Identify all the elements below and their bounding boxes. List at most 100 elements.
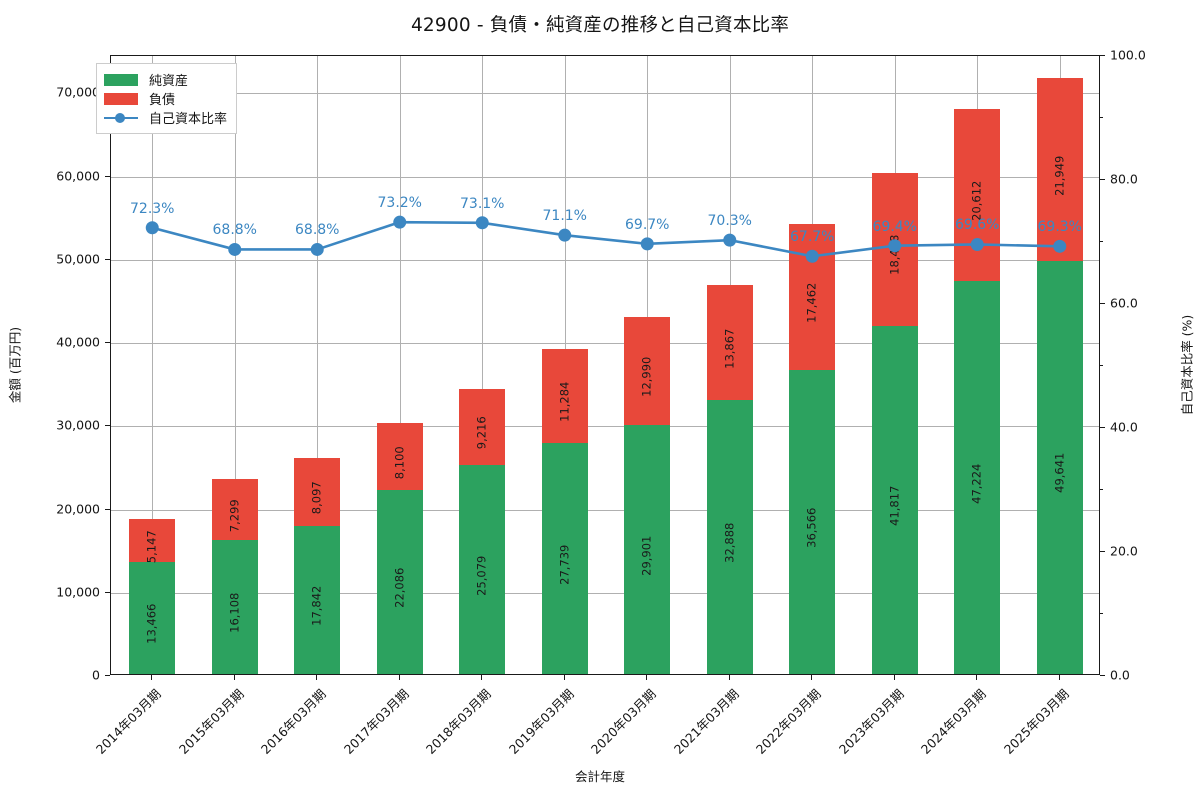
ratio-line-marker[interactable] xyxy=(393,215,407,229)
gridline-horizontal xyxy=(111,592,1099,594)
gridline-vertical xyxy=(317,56,319,674)
x-axis-tickmark xyxy=(481,675,483,680)
bar-group[interactable]: 13,466 5,147 xyxy=(129,519,176,674)
y-axis-right-tickmark xyxy=(1100,179,1105,180)
bar-segment-debt[interactable]: 11,284 xyxy=(541,349,588,444)
gridline-horizontal xyxy=(111,343,1099,345)
bar-segment-equity[interactable]: 49,641 xyxy=(1036,260,1083,674)
ratio-line-marker[interactable] xyxy=(145,221,159,235)
y-axis-left-tickmark xyxy=(105,425,110,427)
legend-item-ratio: 自己資本比率 xyxy=(104,108,227,127)
ratio-value-label: 73.1% xyxy=(460,195,505,212)
legend-item-debt: 負債 xyxy=(104,89,227,108)
x-axis-tickmark xyxy=(646,675,648,680)
x-axis-tickmark xyxy=(811,675,813,680)
bar-segment-debt[interactable]: 5,147 xyxy=(129,519,176,563)
bar-segment-equity[interactable]: 36,566 xyxy=(789,369,836,674)
ratio-line-marker[interactable] xyxy=(640,237,654,251)
ratio-line-path xyxy=(150,220,1062,258)
bar-segment-debt[interactable]: 7,299 xyxy=(211,479,258,540)
bar-group[interactable]: 27,739 11,284 xyxy=(541,349,588,674)
x-axis-tickmark xyxy=(398,675,400,680)
bar-segment-equity[interactable]: 22,086 xyxy=(376,490,423,674)
ratio-value-label: 68.8% xyxy=(212,222,257,239)
y-axis-right-tickmark xyxy=(1100,427,1105,428)
bar-segment-equity[interactable]: 16,108 xyxy=(211,539,258,674)
y-axis-left-tickmark xyxy=(105,591,110,593)
bar-segment-equity[interactable]: 25,079 xyxy=(459,465,506,674)
bar-group[interactable]: 41,817 18,418 xyxy=(871,172,918,674)
ratio-line-marker[interactable] xyxy=(888,239,902,253)
legend-swatch-debt-icon xyxy=(104,92,138,105)
y-axis-right-tick-label: 0.0 xyxy=(1110,667,1130,683)
y-axis-left-tick-label: 30,000 xyxy=(56,417,100,433)
legend-label-debt: 負債 xyxy=(149,93,176,108)
y-axis-right-tickmark xyxy=(1100,55,1105,56)
bar-group[interactable]: 22,086 8,100 xyxy=(376,422,423,674)
gridline-horizontal xyxy=(111,93,1099,95)
bar-segment-debt[interactable]: 17,462 xyxy=(789,224,836,370)
y-axis-right-tickmark xyxy=(1100,551,1105,552)
x-axis-tickmark xyxy=(728,675,730,680)
bar-series-layer: 13,466 5,147 16,108 7,299 17,842 8,097 22,086 8… xyxy=(111,56,1099,674)
y-axis-right-tick-label: 80.0 xyxy=(1110,171,1138,187)
ratio-line-marker[interactable] xyxy=(1053,239,1067,253)
y-axis-left-tickmark xyxy=(105,175,110,177)
y-axis-right-minor-tickmark xyxy=(1100,365,1103,366)
ratio-value-label: 71.1% xyxy=(542,208,587,225)
bar-group[interactable]: 29,901 12,990 xyxy=(624,317,671,674)
page-title: 42900 - 負債・純資産の推移と自己資本比率 xyxy=(410,15,790,36)
bar-segment-equity[interactable]: 41,817 xyxy=(871,326,918,674)
bar-segment-debt[interactable]: 21,949 xyxy=(1036,78,1083,261)
bar-segment-equity[interactable]: 32,888 xyxy=(706,400,753,674)
bar-group[interactable]: 36,566 17,462 xyxy=(789,224,836,674)
ratio-line-marker[interactable] xyxy=(475,216,489,230)
bar-segment-debt[interactable]: 8,097 xyxy=(294,458,341,526)
bar-group[interactable]: 49,641 21,949 xyxy=(1036,78,1083,674)
ratio-line-marker[interactable] xyxy=(558,228,572,242)
x-axis-tickmark xyxy=(233,675,235,680)
y-axis-right-minor-tickmark xyxy=(1100,241,1103,242)
y-axis-left-tickmark xyxy=(105,675,110,676)
ratio-line-marker[interactable] xyxy=(310,242,324,256)
bar-segment-debt[interactable]: 20,612 xyxy=(954,109,1001,281)
ratio-line-marker[interactable] xyxy=(723,233,737,247)
bar-segment-debt[interactable]: 9,216 xyxy=(459,388,506,466)
x-axis-tickmark xyxy=(976,675,978,680)
ratio-line-marker[interactable] xyxy=(228,242,242,256)
bar-segment-debt[interactable]: 8,100 xyxy=(376,422,423,491)
plot-area: 13,466 5,147 16,108 7,299 17,842 8,097 22,086 8… xyxy=(110,55,1100,675)
y-axis-right-tick-label: 40.0 xyxy=(1110,419,1138,435)
legend-label-equity: 純資産 xyxy=(149,74,189,89)
bar-group[interactable]: 16,108 7,299 xyxy=(211,479,258,674)
bar-segment-equity[interactable]: 29,901 xyxy=(624,425,671,674)
y-axis-right-minor-tickmark xyxy=(1100,117,1103,118)
gridline-vertical xyxy=(152,56,154,674)
bar-segment-debt[interactable]: 12,990 xyxy=(624,317,671,426)
ratio-line-svg xyxy=(145,215,1067,263)
y-axis-left-tickmark xyxy=(105,342,110,344)
y-axis-right-minor-tickmark xyxy=(1100,613,1103,614)
bar-group[interactable]: 47,224 20,612 xyxy=(954,109,1001,674)
legend-swatch-equity-icon xyxy=(104,73,138,86)
y-axis-left-tick-label: 50,000 xyxy=(56,251,100,267)
bar-segment-debt[interactable]: 13,867 xyxy=(706,284,753,401)
ratio-line-marker[interactable] xyxy=(970,237,984,251)
bar-group[interactable]: 17,842 8,097 xyxy=(294,458,341,674)
x-axis-tickmark xyxy=(563,675,565,680)
bar-segment-equity[interactable]: 17,842 xyxy=(294,525,341,674)
x-axis-tickmark xyxy=(1058,675,1060,680)
gridline-vertical xyxy=(234,56,236,674)
gridline-horizontal xyxy=(111,509,1099,511)
bar-group[interactable]: 32,888 13,867 xyxy=(706,284,753,674)
bar-group[interactable]: 25,079 9,216 xyxy=(459,388,506,674)
bar-segment-equity[interactable]: 27,739 xyxy=(541,443,588,674)
y-axis-right-tick-label: 20.0 xyxy=(1110,543,1138,559)
y-axis-left-tick-label: 60,000 xyxy=(56,168,100,184)
y-axis-left-tick-label: 10,000 xyxy=(56,584,100,600)
y-axis-left-tickmark xyxy=(105,258,110,260)
bar-segment-equity[interactable]: 47,224 xyxy=(954,281,1001,674)
ratio-line-marker[interactable] xyxy=(805,249,819,263)
bar-segment-equity[interactable]: 13,466 xyxy=(129,561,176,674)
